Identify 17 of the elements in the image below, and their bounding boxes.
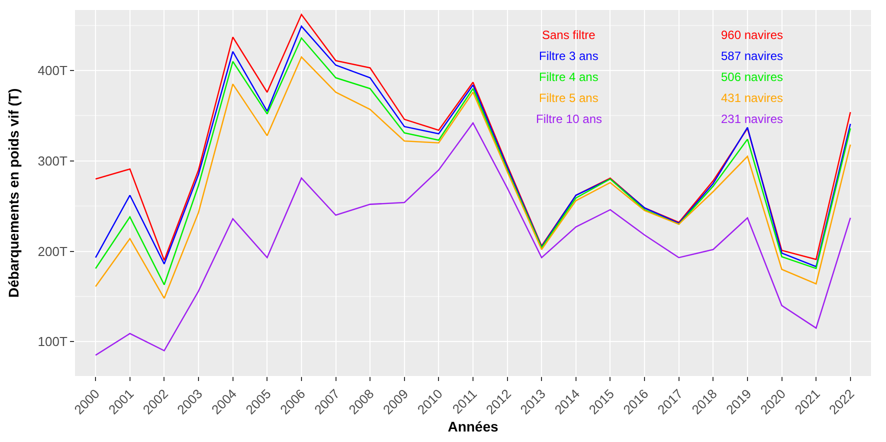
text: Filtre 4 ans [539,70,598,84]
text: Sans filtre [542,28,596,42]
text: Filtre 10 ans [536,112,602,126]
annotation: 587 navires [721,49,784,63]
y-tick-label: 400T [38,63,68,78]
annotation: 231 navires [721,112,784,126]
y-tick-label: 100T [38,334,68,350]
annotation: 960 navires [721,28,784,42]
x-axis-title: Années [448,418,498,435]
y-tick-label: 300T [38,153,68,168]
y-tick-label: 200T [38,244,68,259]
annotation: 506 navires [721,70,784,84]
line-series [94,122,852,356]
text: Filtre 5 ans [539,91,598,105]
text: Filtre 3 ans [539,49,598,63]
annotation: 431 navires [721,91,784,105]
y-axis-title: Débarquements en poids vif (T) [5,88,22,298]
